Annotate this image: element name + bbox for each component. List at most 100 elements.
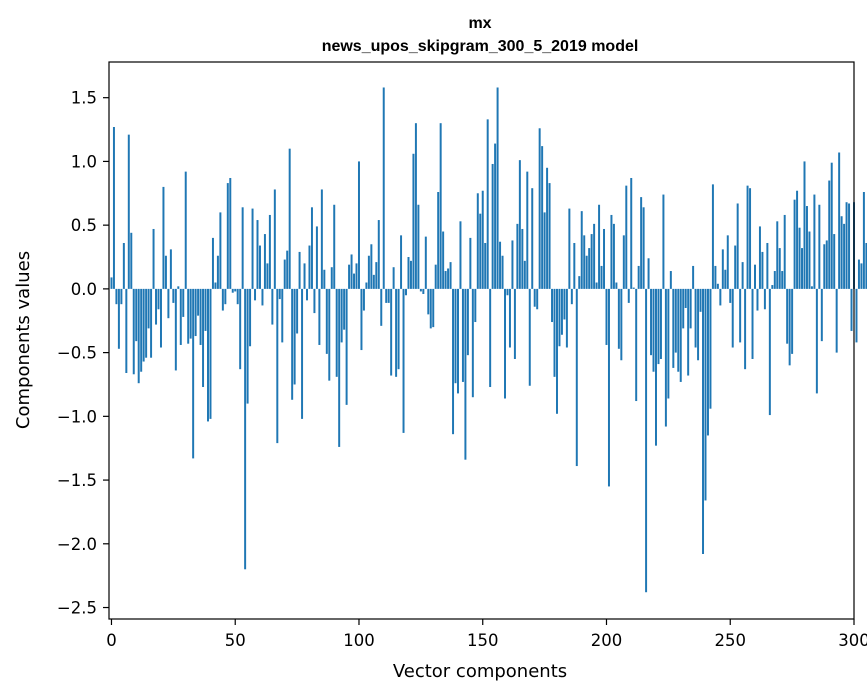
bar [486,119,489,289]
bar [236,288,239,305]
bar [536,288,539,310]
bar [125,288,128,373]
bar [697,288,700,361]
bar [110,277,113,289]
bar [226,183,229,289]
bar [214,282,217,289]
bar [833,234,836,289]
x-tick-label: 100 [343,631,375,650]
bar [857,259,860,289]
x-axis: 0 50 100 150 200 250 300 [106,619,867,650]
bar [442,231,445,289]
bar [719,288,722,306]
bar [763,288,766,310]
bar [464,288,467,460]
bar [558,288,561,347]
bar [583,235,586,289]
bar [516,223,519,289]
bar [471,288,474,398]
bar [734,245,737,289]
bar [179,288,182,345]
bar [209,288,212,419]
bar [504,288,506,399]
bar [612,223,615,289]
bar [434,264,437,289]
bar [340,288,343,343]
bar [667,288,670,399]
bar [778,248,781,289]
bar [508,288,511,348]
bar [813,194,816,289]
bar [152,228,155,289]
bar [266,263,269,289]
bar [679,288,682,382]
bar [650,288,653,356]
bar [229,177,232,289]
bar [585,255,588,289]
bar [662,194,665,289]
bar [375,262,378,289]
bar [823,244,826,289]
bar [489,288,492,388]
bar [588,248,591,289]
bar [669,271,672,289]
bar [244,288,247,570]
bar [768,288,771,416]
bar [377,220,380,289]
y-tick-label: 0.0 [71,280,97,299]
bar [825,240,828,289]
bar [637,265,640,289]
bar [556,288,558,414]
bar [147,288,150,329]
x-axis-label: Vector components [393,661,567,682]
bar [711,184,714,289]
bar [419,288,422,292]
bar [758,226,761,289]
bar [454,288,457,384]
x-tick-label: 250 [714,631,746,650]
bar [263,234,266,289]
bar [333,204,336,289]
bar [645,288,648,593]
y-axis: −2.5 −2.0 −1.5 −1.0 −0.5 0.0 0.5 1.0 1.5 [57,89,109,618]
bar [568,208,571,289]
bar [320,189,323,289]
bar [439,123,442,289]
bar [150,288,153,358]
bar [234,288,237,292]
bar [860,263,863,289]
bar [553,288,556,377]
bar [615,282,618,289]
bar [538,128,541,289]
bar [343,288,346,330]
y-tick-label: −1.5 [57,471,97,490]
bar [801,248,804,289]
bar [617,288,620,349]
bar [162,186,165,289]
bar [627,288,630,303]
bar [838,152,841,289]
bar [224,288,227,305]
bar [357,161,360,289]
bar [706,288,709,436]
bar [164,255,167,289]
y-axis-label: Components values [13,251,34,429]
bar [202,288,205,388]
bar [761,251,764,289]
bar [607,288,610,487]
bar [395,288,398,377]
bar [573,242,576,289]
bar [865,242,867,289]
bar [318,288,321,345]
bar [457,288,459,394]
bar [142,288,145,362]
bar [427,288,430,315]
bar [640,197,643,289]
bar [246,288,249,404]
bar [746,185,749,289]
bar [496,87,499,289]
bar [461,288,464,382]
bar [481,190,484,289]
bar [526,171,529,289]
bar [296,288,299,334]
